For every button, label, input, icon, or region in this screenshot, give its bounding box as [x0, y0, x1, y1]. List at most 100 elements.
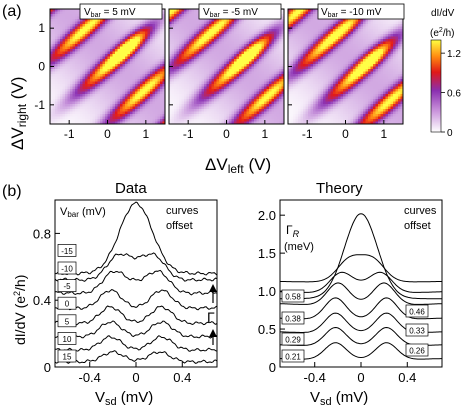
heatmap-cell — [184, 24, 187, 27]
heatmap-cell — [82, 89, 86, 92]
heatmap-cell — [115, 41, 118, 45]
heatmap-cell — [60, 21, 63, 25]
heatmap-cell — [295, 71, 299, 75]
heatmap-cell — [290, 66, 294, 70]
heatmap-cell — [62, 71, 66, 75]
heatmap-cell — [199, 51, 202, 55]
heatmap-cell — [189, 51, 192, 55]
heatmap-cell — [264, 104, 267, 107]
heatmap-cell — [150, 31, 153, 35]
heatmap-cell — [169, 16, 172, 20]
heatmap-cell — [80, 89, 83, 92]
heatmap-cell — [140, 114, 143, 117]
heatmap-cell — [115, 49, 118, 52]
heatmap-cell — [224, 111, 227, 115]
heatmap-cell — [303, 106, 306, 110]
heatmap-cell — [259, 121, 262, 125]
heatmap-cell — [234, 49, 237, 52]
heatmap-cell — [120, 101, 123, 105]
heatmap-cell — [52, 121, 56, 125]
heatmap-cell — [169, 51, 172, 55]
heatmap-cell — [77, 86, 81, 90]
heatmap-cell — [269, 44, 272, 47]
heatmap-cell — [290, 111, 294, 115]
heatmap-cell — [130, 49, 133, 52]
heatmap-cell — [82, 94, 86, 97]
heatmap-cell — [201, 121, 205, 125]
heatmap-cell — [246, 81, 250, 85]
heatmap-cell — [303, 69, 306, 72]
heatmap-cell — [236, 86, 240, 90]
heatmap-cell — [92, 56, 96, 60]
heatmap-cell — [55, 56, 58, 60]
heatmap-cell — [155, 84, 158, 87]
heatmap-cell — [72, 19, 76, 22]
heatmap-cell — [259, 31, 262, 35]
heatmap-cell — [308, 119, 311, 122]
heatmap-cell — [145, 44, 148, 47]
heatmap-cell — [179, 36, 182, 40]
heatmap-cell — [206, 89, 210, 92]
heatmap-cell — [204, 31, 207, 35]
heatmap-cell — [181, 66, 185, 70]
heatmap-cell — [127, 106, 131, 110]
heatmap-cell — [60, 121, 63, 125]
heatmap-cell — [281, 56, 285, 60]
heatmap-cell — [110, 51, 113, 55]
heatmap-cell — [67, 84, 71, 87]
heatmap-cell — [298, 9, 301, 12]
heatmap-cell — [179, 19, 182, 22]
heatmap-cell — [171, 31, 175, 35]
heatmap-cell — [132, 116, 136, 120]
heatmap-cell — [65, 46, 68, 50]
heatmap-cell — [179, 96, 182, 100]
heatmap-cell — [234, 61, 237, 65]
heatmap-cell — [231, 64, 235, 67]
heatmap-cell — [308, 94, 311, 97]
heatmap-cell — [186, 91, 190, 95]
heatmap-cell — [288, 106, 291, 110]
heatmap-cell — [318, 81, 321, 85]
heatmap-cell — [65, 81, 68, 85]
heatmap-cell — [254, 56, 257, 60]
heatmap-cell — [90, 39, 93, 42]
heatmap-cell — [194, 54, 197, 57]
heatmap-cell — [107, 109, 111, 112]
heatmap-cell — [82, 34, 86, 37]
heatmap-cell — [251, 59, 255, 62]
heatmap-cell — [303, 74, 306, 77]
heatmap-cell — [181, 44, 185, 47]
heatmap-cell — [122, 79, 126, 82]
heatmap-cell — [221, 84, 225, 87]
heatmap-cell — [206, 71, 210, 75]
heatmap-cell — [110, 44, 113, 47]
heatmap-cell — [157, 114, 161, 117]
heatmap-cell — [251, 56, 255, 60]
heatmap-cell — [85, 96, 88, 100]
heatmap-cell — [246, 76, 250, 80]
heatmap-cell — [293, 104, 296, 107]
heatmap-cell — [214, 84, 217, 87]
heatmap-cell — [115, 54, 118, 57]
heatmap-cell — [157, 71, 161, 75]
heatmap-cell — [310, 89, 314, 92]
heatmap-cell — [266, 46, 270, 50]
heatmap-cell — [295, 96, 299, 100]
heatmap-cell — [169, 36, 172, 40]
heatmap-cell — [117, 104, 121, 107]
heatmap-cell — [323, 64, 326, 67]
heatmap-cell — [201, 44, 205, 47]
heatmap-cell — [318, 39, 321, 42]
heatmap-cell — [318, 56, 321, 60]
heatmap-cell — [204, 121, 207, 125]
heatmap-cell — [325, 54, 329, 57]
heatmap-cell — [80, 99, 83, 102]
heatmap-cell — [276, 79, 280, 82]
heatmap-cell — [269, 49, 272, 52]
heatmap-cell — [249, 31, 252, 35]
heatmap-cell — [60, 116, 63, 120]
heatmap-cell — [160, 94, 163, 97]
heatmap-cell — [157, 41, 161, 45]
heatmap-cell — [229, 106, 232, 110]
heatmap-cell — [162, 14, 166, 17]
